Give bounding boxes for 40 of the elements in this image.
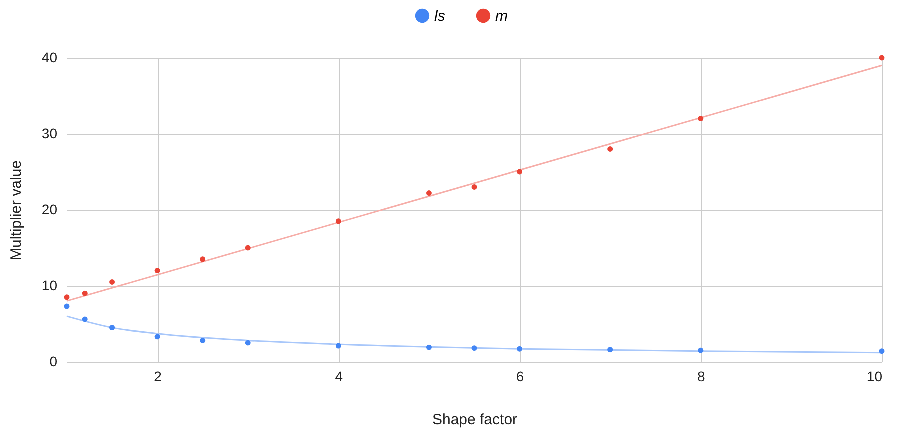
point [154, 268, 160, 274]
point [336, 343, 342, 349]
point [517, 346, 523, 352]
point [82, 290, 88, 296]
legend-label: ls [434, 8, 446, 25]
x-axis-title: Shape factor [432, 412, 518, 428]
point [200, 256, 206, 262]
point [82, 316, 88, 322]
point [879, 348, 885, 354]
point [698, 116, 704, 122]
x-tick-label: 8 [697, 368, 706, 384]
point [879, 55, 885, 61]
point [608, 146, 614, 152]
point [698, 348, 704, 354]
y-tick-label: 30 [42, 126, 58, 142]
point [64, 304, 70, 310]
x-tick-label: 4 [335, 368, 344, 384]
point [200, 338, 206, 344]
x-tick-label: 2 [154, 368, 162, 384]
point [426, 190, 432, 196]
point [64, 294, 70, 300]
legend-label: m [496, 8, 508, 25]
point [245, 245, 251, 251]
x-tick-label: 10 [866, 368, 883, 384]
point [154, 334, 160, 340]
point [426, 344, 432, 350]
x-tick-label: 6 [516, 368, 524, 384]
y-tick-label: 0 [50, 354, 58, 370]
point [472, 346, 478, 352]
point [336, 218, 342, 224]
y-tick-label: 10 [42, 278, 58, 294]
point [472, 184, 478, 190]
point [517, 169, 523, 175]
y-tick-label: 40 [42, 50, 58, 66]
y-tick-label: 20 [42, 202, 58, 218]
y-axis-title: Multiplier value [8, 160, 25, 261]
point [608, 347, 614, 353]
point [245, 340, 251, 346]
point [110, 325, 116, 331]
point [110, 279, 116, 285]
